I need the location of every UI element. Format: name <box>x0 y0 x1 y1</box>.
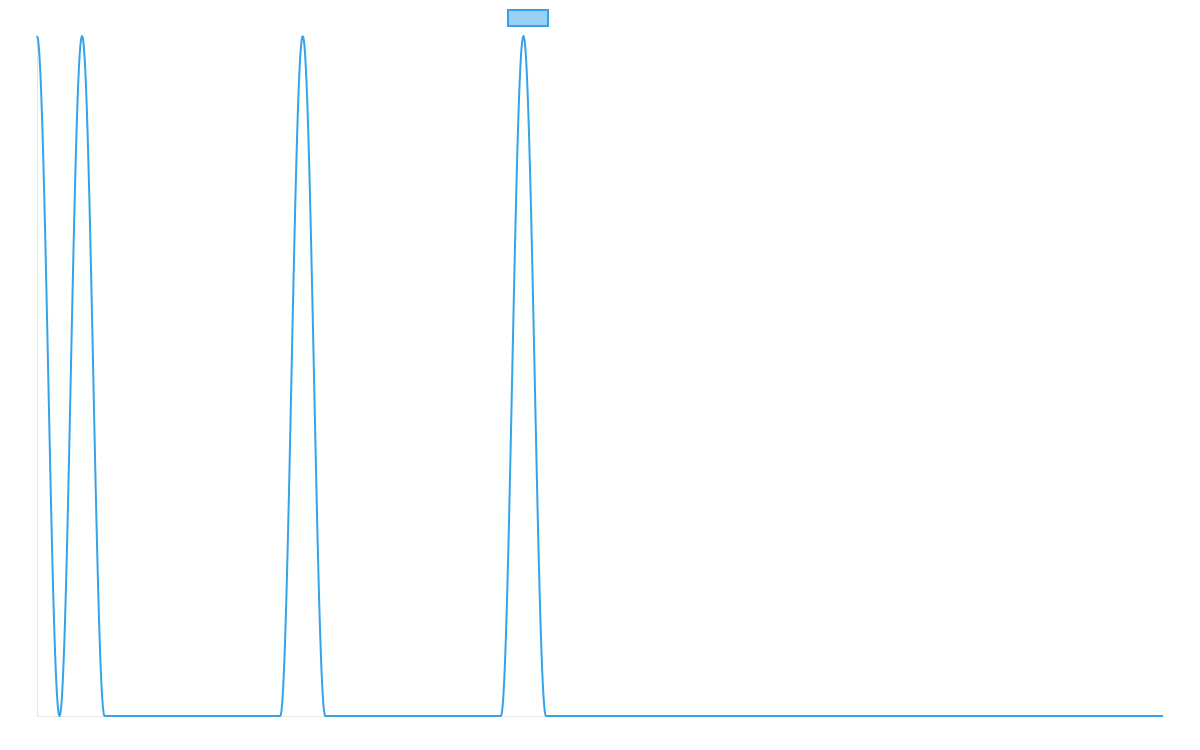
legend-swatch[interactable] <box>507 9 549 27</box>
series-line <box>36 35 1164 717</box>
